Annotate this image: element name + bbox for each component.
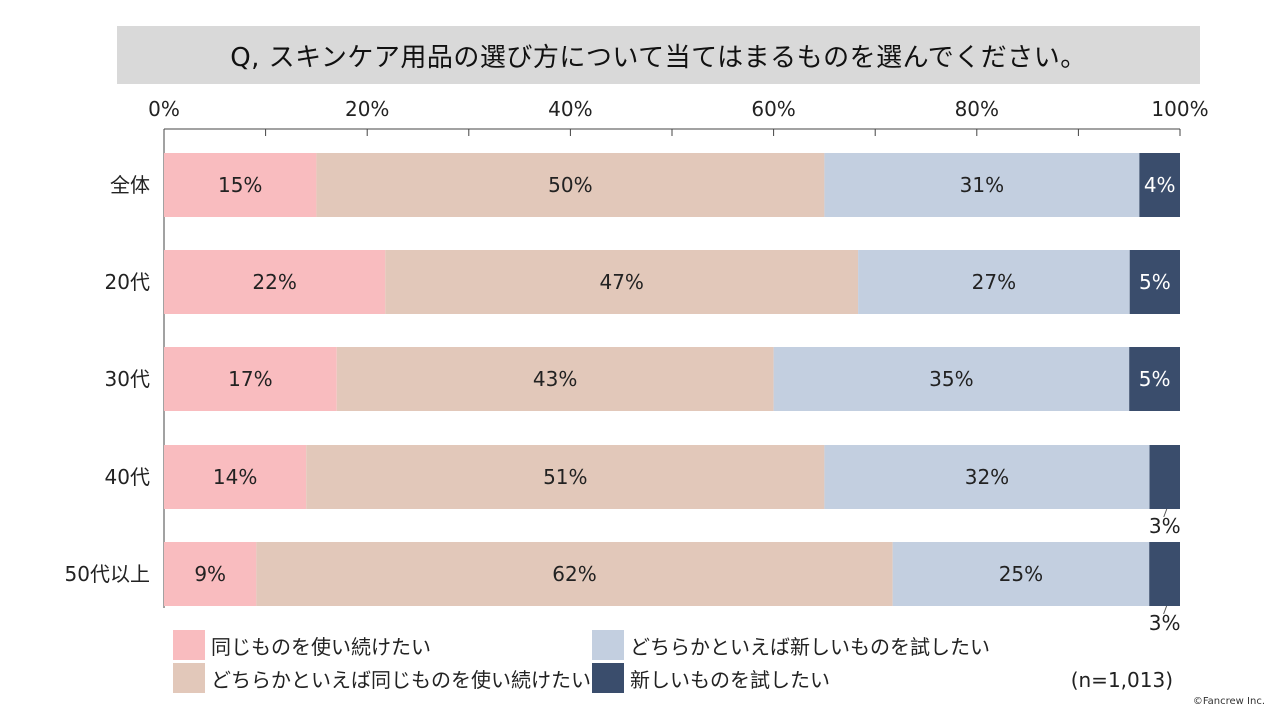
data-label: 47% <box>599 270 643 294</box>
bar-segment <box>164 347 337 411</box>
data-label: 62% <box>552 562 596 586</box>
bar-segment <box>164 445 307 509</box>
data-label: 5% <box>1139 367 1171 391</box>
legend-label-2: どちらかといえば同じものを使い続けたい <box>211 667 591 692</box>
bar-segment <box>892 542 1150 606</box>
sample-size-note: (n=1,013) <box>1070 668 1173 692</box>
data-label: 14% <box>213 465 257 489</box>
legend-swatch-2 <box>173 663 205 693</box>
bar-segment <box>824 153 1140 217</box>
data-label: 32% <box>965 465 1009 489</box>
bar-segment <box>824 445 1150 509</box>
x-tick-label: 60% <box>751 97 795 121</box>
data-label: 3% <box>1149 611 1181 635</box>
bar-segment <box>164 542 257 606</box>
bar-segment <box>164 153 317 217</box>
x-tick-label: 40% <box>548 97 592 121</box>
legend-item-3: どちらかといえば新しいものを試したい <box>592 630 990 660</box>
bar-segment <box>1149 445 1180 509</box>
bar-segment <box>385 250 859 314</box>
legend-swatch-1 <box>173 630 205 660</box>
bar-segment <box>306 445 825 509</box>
bar-segment <box>773 347 1130 411</box>
x-tick-label: 80% <box>955 97 999 121</box>
data-label-leader <box>1163 605 1168 615</box>
data-label: 22% <box>252 270 296 294</box>
data-label: 35% <box>929 367 973 391</box>
chart-title: Q, スキンケア用品の選び方について当てはまるものを選んでください。 <box>230 42 1087 73</box>
data-label: 15% <box>218 173 262 197</box>
category-label: 20代 <box>105 270 150 294</box>
legend-item-1: 同じものを使い続けたい <box>173 630 431 660</box>
category-label: 50代以上 <box>65 562 150 586</box>
data-label: 5% <box>1139 270 1171 294</box>
data-label: 9% <box>194 562 226 586</box>
bar-segment <box>1149 542 1180 606</box>
data-label: 31% <box>960 173 1004 197</box>
category-label: 全体 <box>110 173 150 197</box>
bar-segment <box>1129 250 1180 314</box>
category-label: 30代 <box>105 367 150 391</box>
legend-item-4: 新しいものを試したい <box>592 663 830 693</box>
legend-swatch-4 <box>592 663 624 693</box>
data-label: 17% <box>228 367 272 391</box>
data-label-leader <box>1163 508 1168 518</box>
legend-item-2: どちらかといえば同じものを使い続けたい <box>173 663 591 693</box>
legend-label-4: 新しいものを試したい <box>630 667 830 692</box>
bar-segment <box>1129 347 1180 411</box>
bar-segment <box>336 347 774 411</box>
data-label: 43% <box>533 367 577 391</box>
bar-segment <box>256 542 893 606</box>
bar-segment <box>164 250 386 314</box>
bar-segment <box>1139 153 1180 217</box>
data-label: 50% <box>548 173 592 197</box>
legend-label-1: 同じものを使い続けたい <box>211 634 431 659</box>
bar-segment <box>316 153 825 217</box>
data-label: 25% <box>999 562 1043 586</box>
x-tick-label: 20% <box>345 97 389 121</box>
legend-label-3: どちらかといえば新しいものを試したい <box>630 634 990 659</box>
x-tick-label: 100% <box>1151 97 1208 121</box>
data-label: 27% <box>972 270 1016 294</box>
data-label: 51% <box>543 465 587 489</box>
x-tick-label: 0% <box>148 97 180 121</box>
category-label: 40代 <box>105 465 150 489</box>
chart-title-bar: Q, スキンケア用品の選び方について当てはまるものを選んでください。 <box>117 26 1200 84</box>
copyright-text: ©Fancrew Inc. <box>1192 696 1265 707</box>
bar-segment <box>858 250 1130 314</box>
data-label: 4% <box>1144 173 1176 197</box>
data-label: 3% <box>1149 514 1181 538</box>
legend-swatch-3 <box>592 630 624 660</box>
